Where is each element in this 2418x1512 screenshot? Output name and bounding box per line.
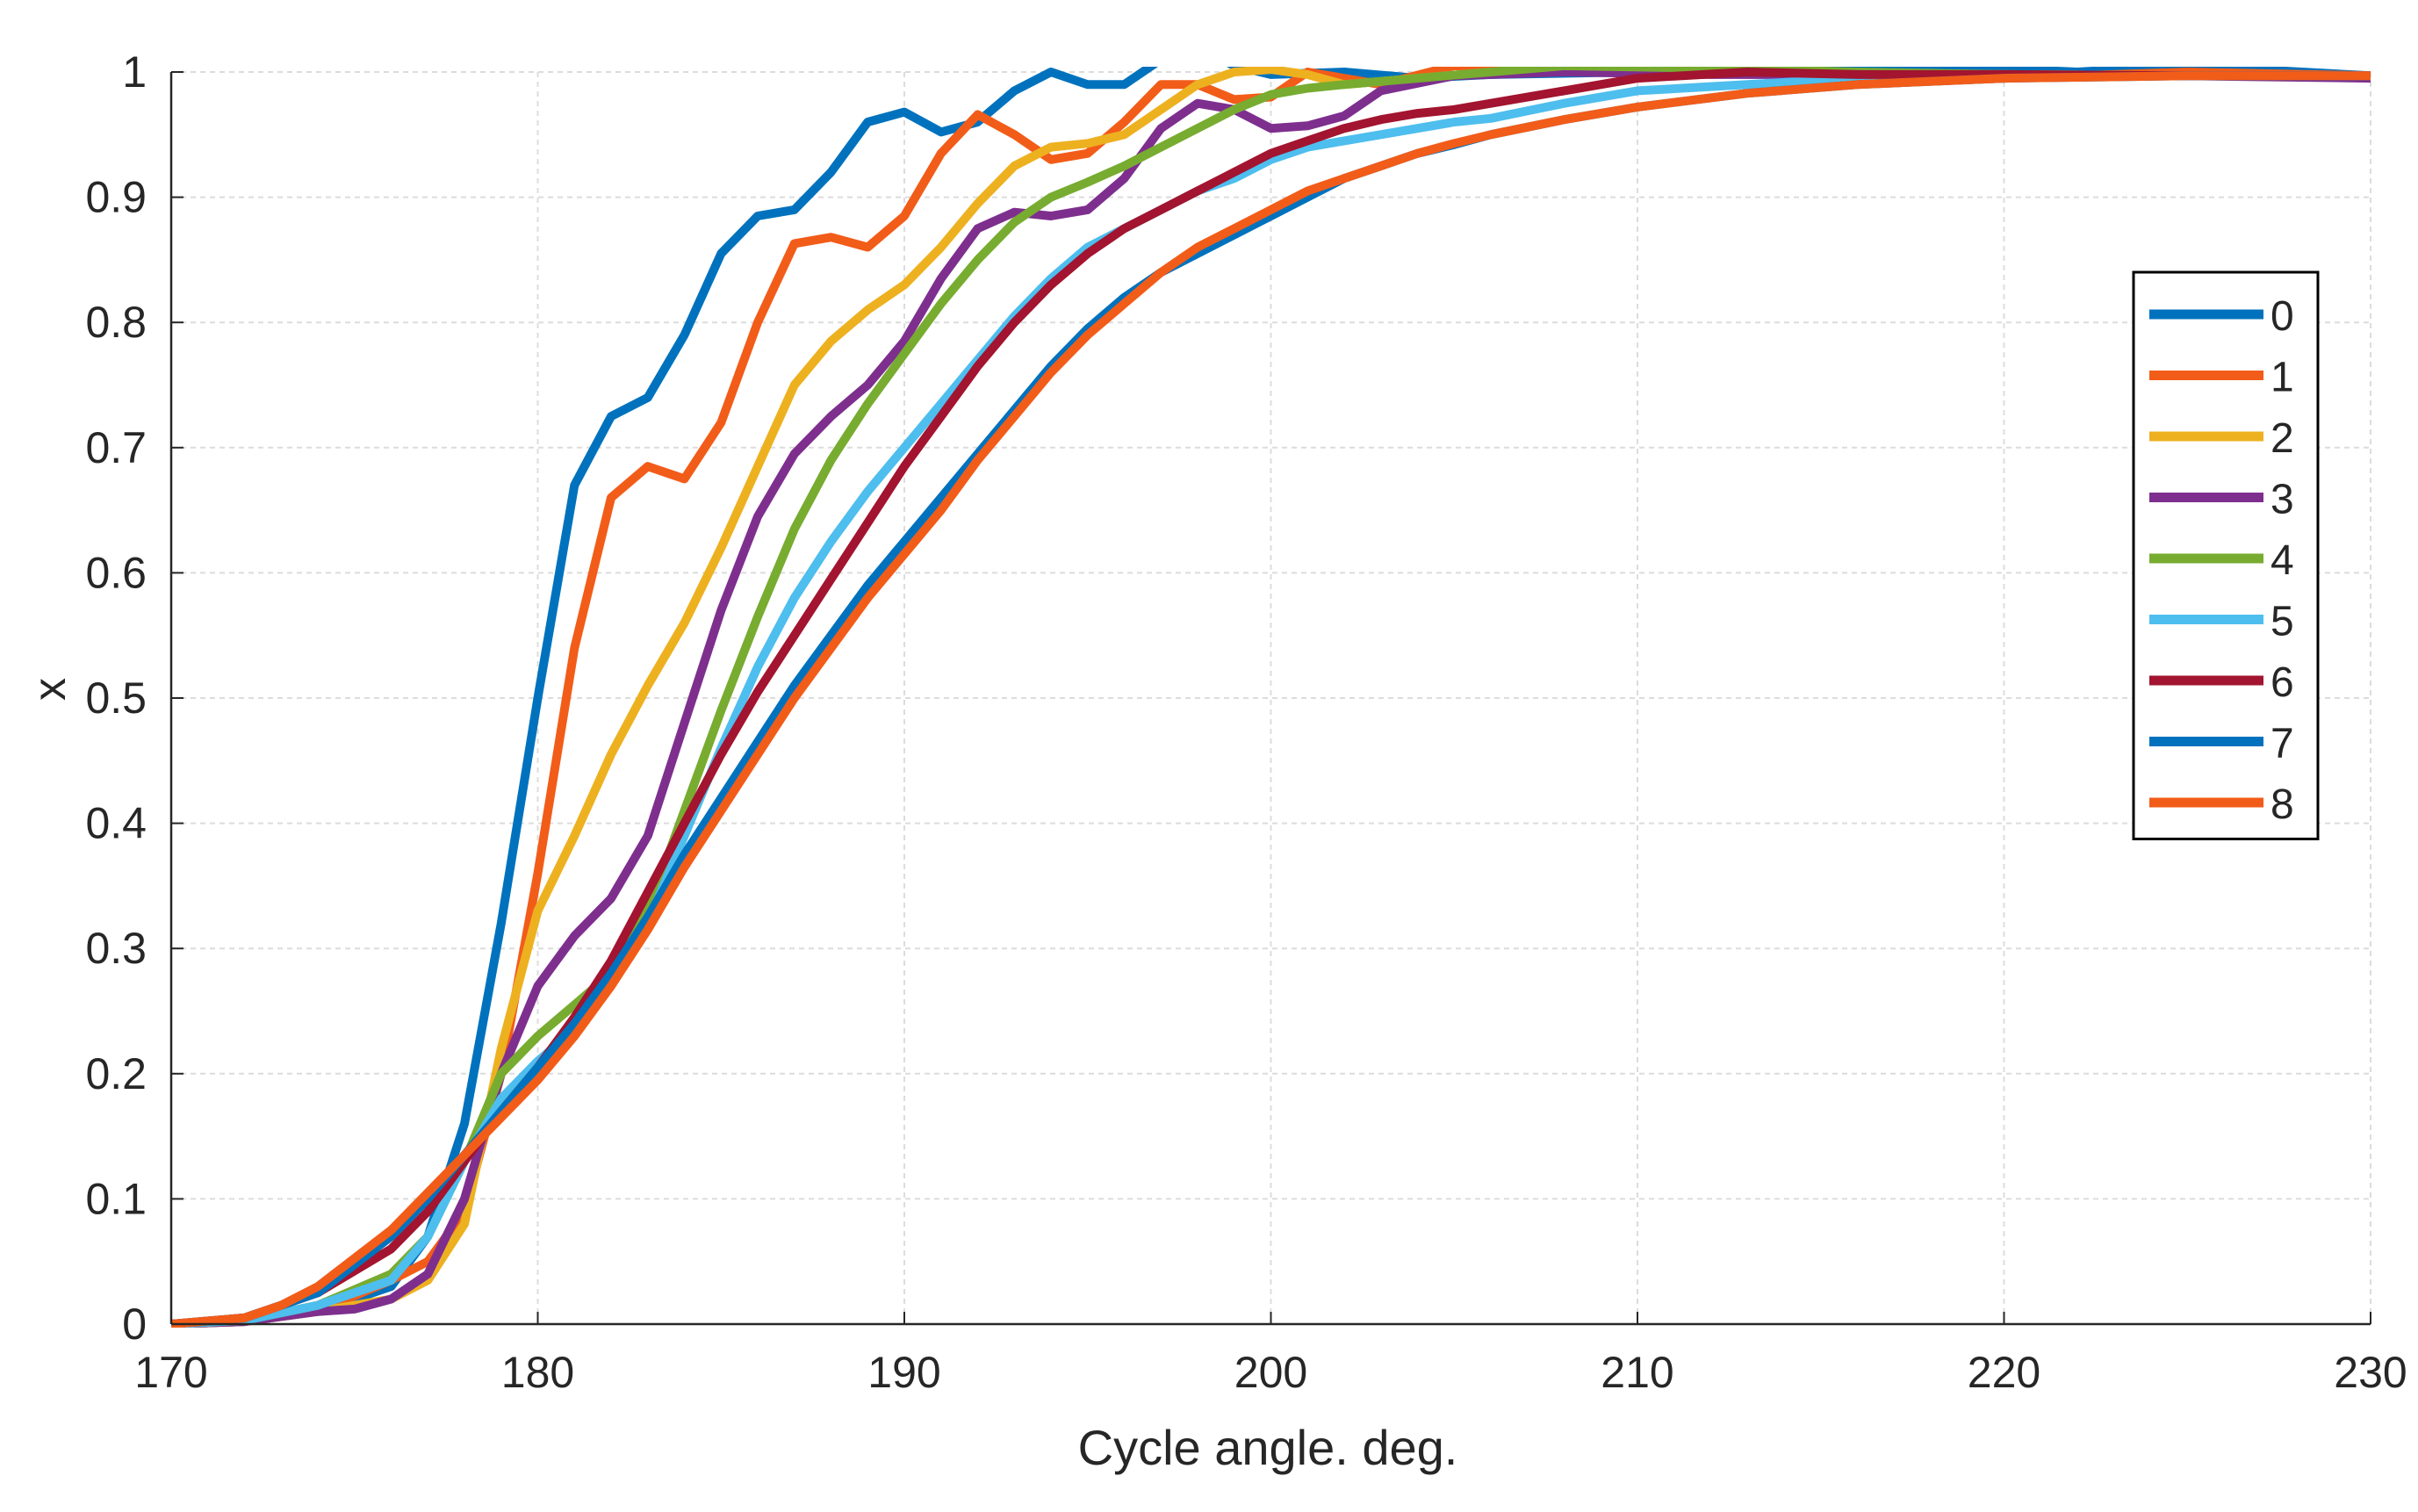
series-line-8 (171, 71, 2371, 1328)
y-tick-label: 0.5 (85, 673, 147, 723)
x-tick-label: 200 (1234, 1348, 1307, 1397)
y-tick-label: 0 (122, 1300, 147, 1349)
x-tick-label: 210 (1601, 1348, 1673, 1397)
y-tick-label: 0.3 (85, 924, 147, 973)
y-tick-label: 0.7 (85, 423, 147, 472)
y-tick-label: 0.6 (85, 548, 147, 597)
axes (169, 71, 2371, 1326)
legend-label-0: 0 (2270, 293, 2294, 340)
x-tick-label: 230 (2334, 1348, 2407, 1397)
y-tick-label: 0.1 (85, 1174, 147, 1223)
legend-label-2: 2 (2270, 415, 2294, 462)
x-axis-label: Cycle angle. deg. (1078, 1420, 1458, 1475)
legend-label-3: 3 (2270, 477, 2294, 523)
legend-label-4: 4 (2270, 537, 2294, 584)
plot-lines (171, 67, 2371, 1328)
legend-label-5: 5 (2270, 599, 2294, 645)
series-line-4 (171, 67, 2371, 1328)
y-axis-label: x (25, 678, 76, 701)
x-tick-label: 170 (134, 1348, 207, 1397)
y-tick-label: 0.8 (85, 298, 147, 347)
x-tick-label: 220 (1968, 1348, 2040, 1397)
x-tick-label: 180 (501, 1348, 574, 1397)
y-tick-label: 1 (122, 47, 147, 97)
legend: 0 1 2 3 4 5 6 7 8 (2132, 270, 2320, 840)
legend-label-1: 1 (2270, 355, 2294, 401)
x-tick-label: 190 (867, 1348, 940, 1397)
legend-label-6: 6 (2270, 659, 2294, 706)
tick-labels: 170 180 190 200 210 220 23000.10.20.30.40.50.6… (85, 47, 2407, 1397)
y-tick-label: 0.2 (85, 1049, 147, 1098)
y-tick-label: 0.4 (85, 799, 147, 848)
y-tick-label: 0.9 (85, 173, 147, 222)
legend-label-8: 8 (2270, 781, 2294, 828)
legend-label-7: 7 (2270, 721, 2294, 767)
